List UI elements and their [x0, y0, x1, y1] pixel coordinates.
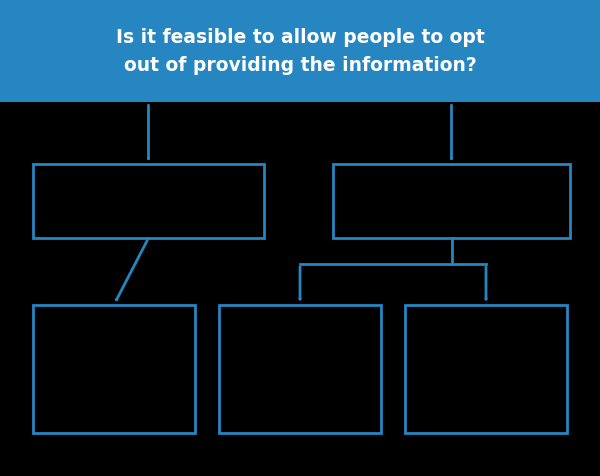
- Bar: [0, 0, 600, 102]
- Text: Is it feasible to allow people to opt: Is it feasible to allow people to opt: [116, 29, 484, 47]
- Bar: [333, 164, 570, 238]
- Bar: [219, 305, 381, 433]
- Bar: [33, 164, 264, 238]
- Bar: [33, 305, 195, 433]
- Bar: [405, 305, 567, 433]
- Text: out of providing the information?: out of providing the information?: [124, 56, 476, 75]
